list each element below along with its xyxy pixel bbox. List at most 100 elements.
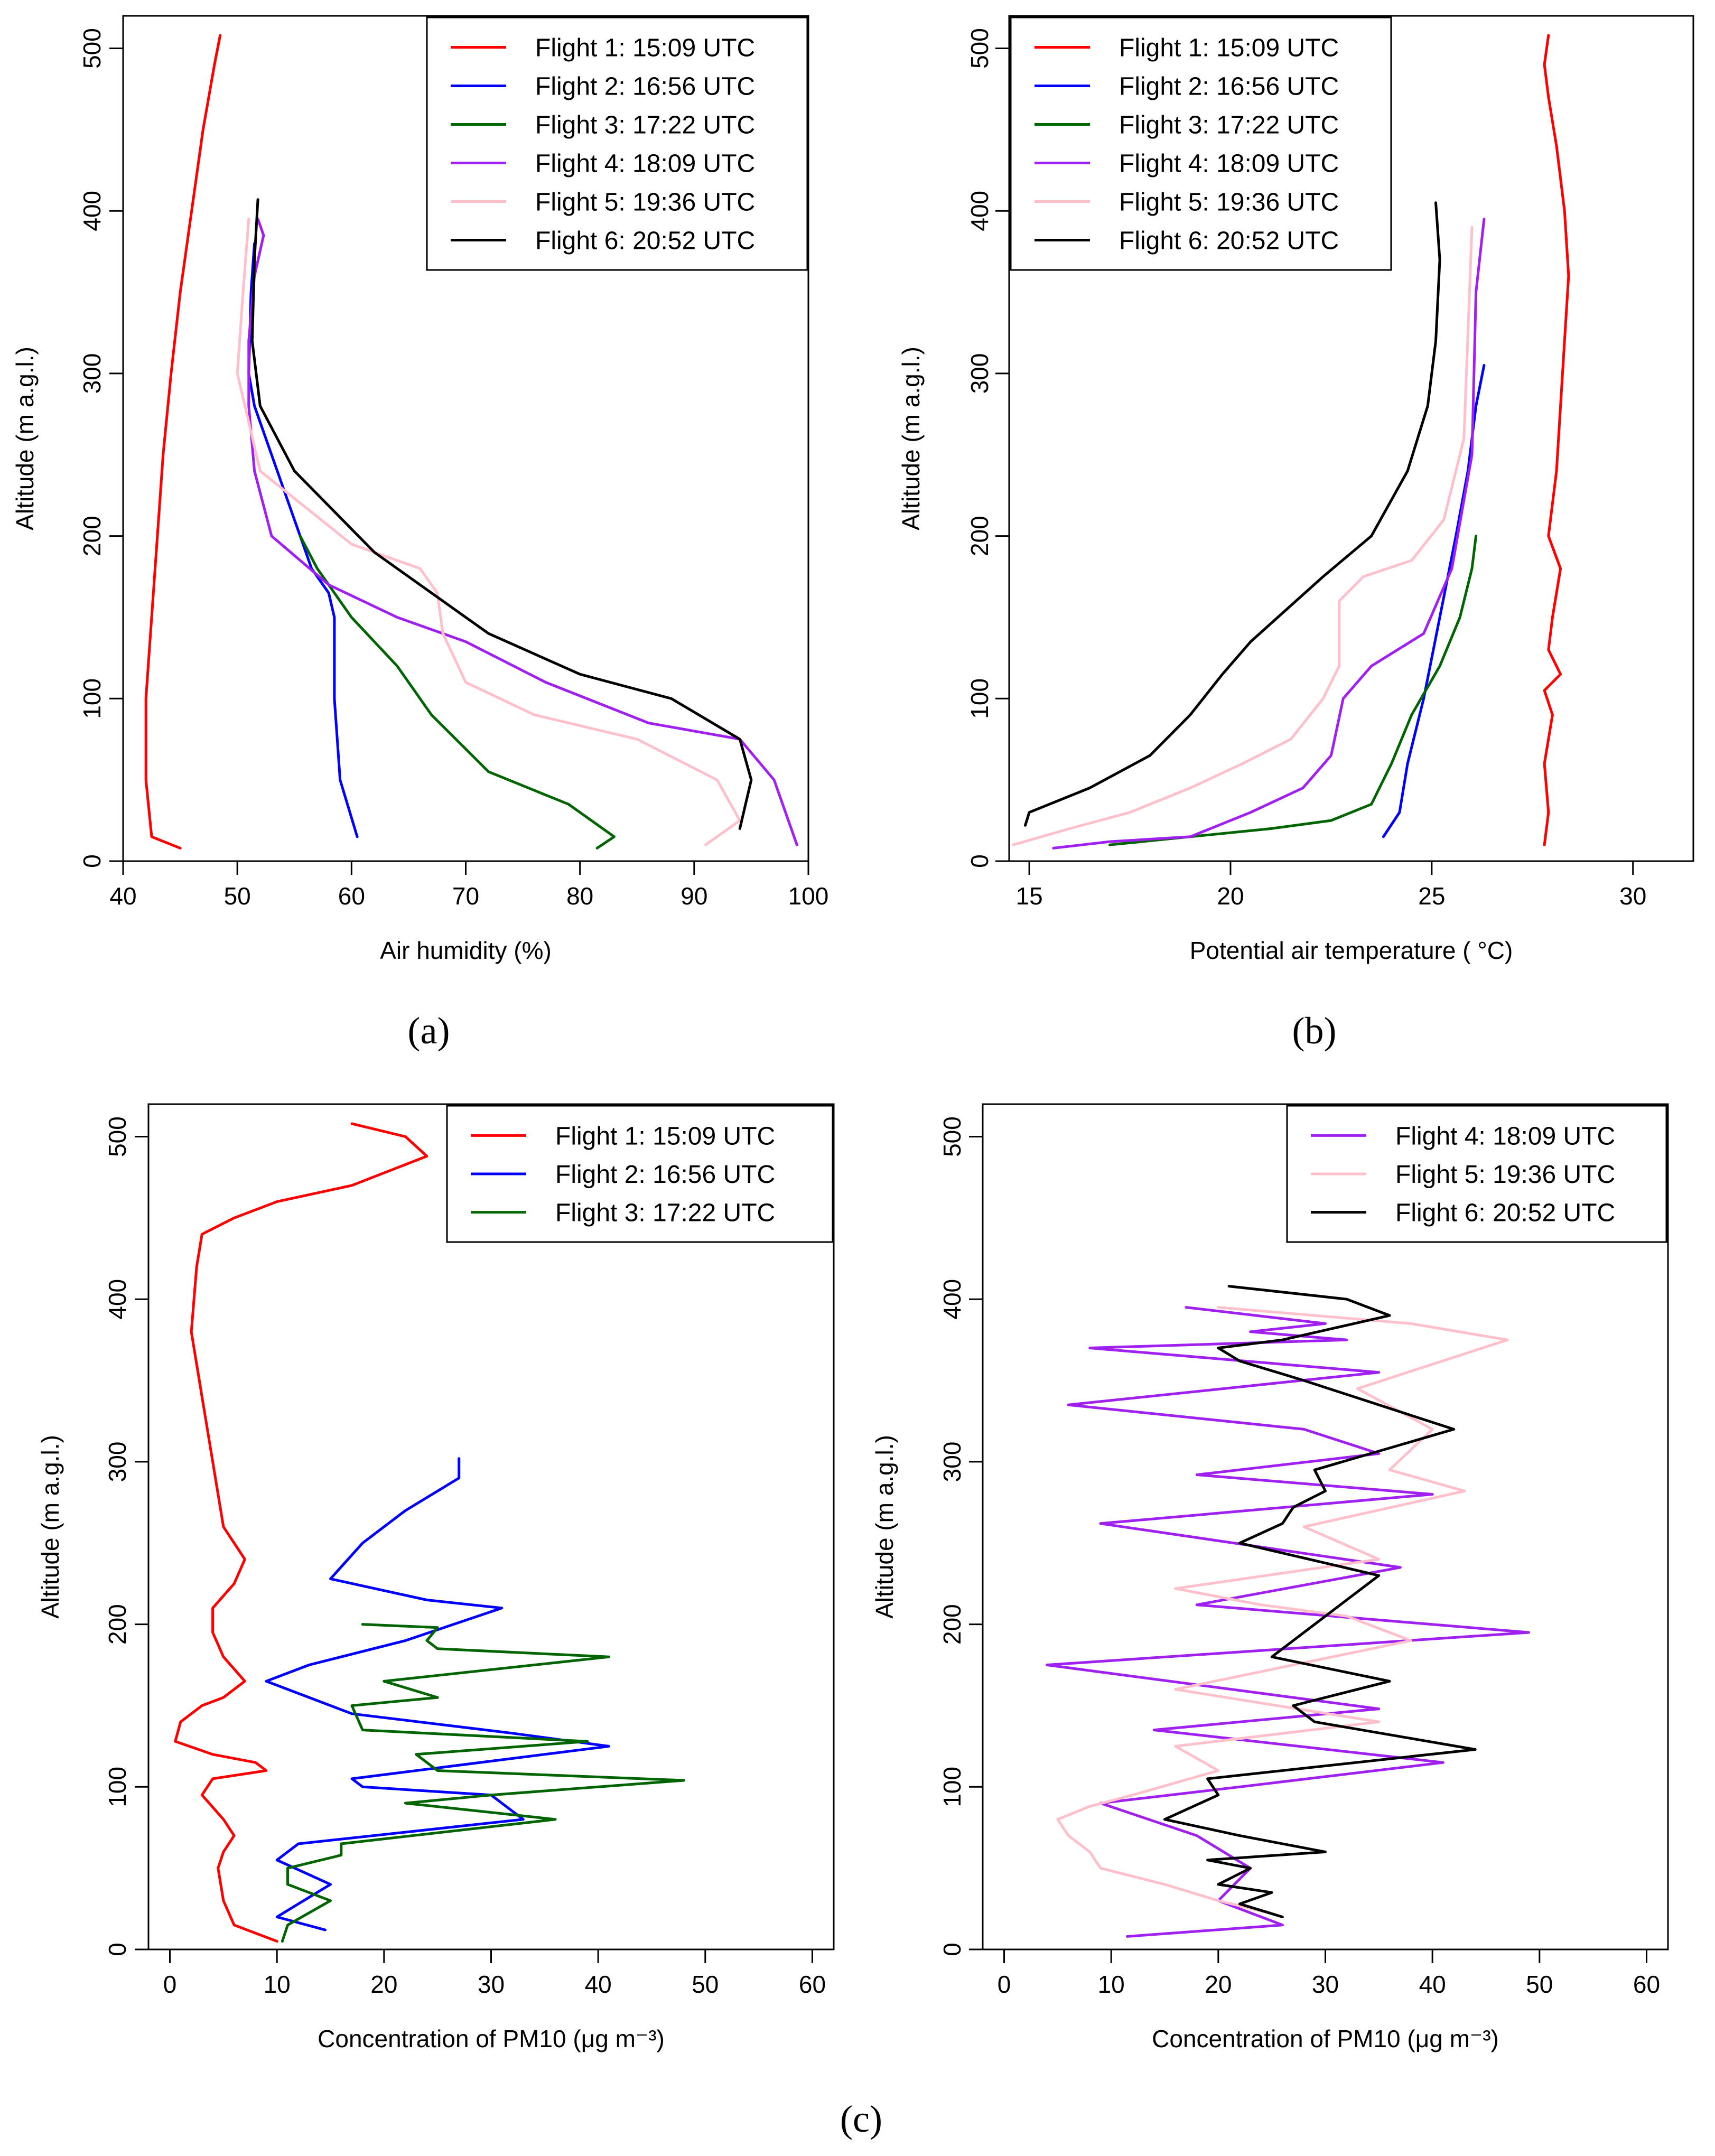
legend: Flight 1: 15:09 UTC Flight 2: 16:56 UTC Fl…: [1010, 16, 1392, 271]
series-line-2: [265, 1457, 610, 1931]
series-line-6: [250, 198, 753, 830]
legend: Flight 1: 15:09 UTC Flight 2: 16:56 UTC Fl…: [446, 1105, 834, 1243]
y-axis-title: Altitude (m a.g.l.): [871, 1435, 898, 1619]
x-tick-label: 60: [799, 1971, 826, 1998]
y-axis-title: Altitude (m a.g.l.): [36, 1435, 64, 1619]
chart-panel-1: 40 50 60 70 80 90 100 0 100 200 300 400 500 Air humid…: [11, 15, 829, 1052]
x-tick-label: 20: [1205, 1971, 1232, 1998]
x-tick-label: 60: [338, 882, 365, 910]
legend-entry: Flight 1: 15:09 UTC: [1119, 34, 1339, 62]
y-tick-label: 500: [104, 1116, 131, 1157]
x-tick-label: 80: [566, 882, 593, 910]
y-tick-label: 400: [938, 1279, 966, 1320]
legend-entry: Flight 6: 20:52 UTC: [1119, 227, 1339, 255]
x-axis-title: Air humidity (%): [380, 937, 552, 964]
x-tick-label: 70: [452, 882, 479, 910]
y-tick-label: 300: [104, 1442, 131, 1482]
x-tick-label: 15: [1016, 882, 1043, 910]
x-tick-label: 10: [264, 1971, 291, 1998]
legend-entry: Flight 4: 18:09 UTC: [535, 150, 755, 178]
y-tick-label: 400: [104, 1279, 131, 1320]
y-tick-label: 0: [78, 854, 106, 868]
y-axis-title: Altitude (m a.g.l.): [897, 347, 925, 530]
legend-entry: Flight 5: 19:36 UTC: [1119, 189, 1339, 217]
y-tick-label: 500: [966, 28, 993, 69]
legend-entry: Flight 4: 18:09 UTC: [1395, 1122, 1615, 1150]
legend-box: [1010, 16, 1392, 271]
legend-entry: Flight 3: 17:22 UTC: [1119, 111, 1339, 139]
series-line-4: [1052, 218, 1486, 850]
y-tick-label: 300: [938, 1442, 966, 1482]
y-tick-label: 0: [104, 1943, 131, 1956]
y-tick-label: 0: [938, 1943, 966, 1956]
y-tick-label: 0: [966, 854, 993, 868]
y-tick-label: 500: [938, 1116, 966, 1157]
legend-entry: Flight 1: 15:09 UTC: [555, 1122, 775, 1150]
x-axis-title: Concentration of PM10 (μg m⁻³): [318, 2025, 665, 2052]
y-tick-label: 300: [966, 353, 993, 394]
x-tick-label: 40: [109, 882, 136, 910]
legend-entry: Flight 3: 17:22 UTC: [555, 1199, 775, 1227]
y-tick-label: 100: [78, 678, 106, 719]
legend: Flight 4: 18:09 UTC Flight 5: 19:36 UTC Fl…: [1286, 1105, 1667, 1243]
series-line-3: [1163, 1285, 1477, 1918]
x-tick-label: 30: [478, 1971, 505, 1998]
panel-label: (b): [1292, 1010, 1337, 1052]
x-tick-label: 40: [1419, 1971, 1446, 1998]
y-tick-label: 300: [78, 353, 106, 394]
series-line-1: [1543, 34, 1570, 846]
x-tick-label: 20: [1217, 882, 1244, 910]
y-tick-label: 200: [938, 1604, 966, 1645]
x-axis-title: Concentration of PM10 (μg m⁻³): [1152, 2025, 1499, 2052]
legend-entry: Flight 4: 18:09 UTC: [1119, 150, 1339, 178]
panel-label-c: (c): [840, 2098, 882, 2140]
y-tick-label: 200: [104, 1604, 131, 1645]
x-axis-title: Potential air temperature ( °C): [1190, 937, 1513, 964]
series-line-6: [1024, 201, 1441, 827]
x-tick-label: 10: [1098, 1971, 1125, 1998]
series-line-4: [247, 218, 798, 846]
legend-entry: Flight 1: 15:09 UTC: [535, 34, 755, 62]
legend: Flight 1: 15:09 UTC Flight 2: 16:56 UTC Fl…: [426, 16, 808, 271]
legend-entry: Flight 6: 20:52 UTC: [1395, 1199, 1615, 1227]
y-tick-label: 100: [966, 678, 993, 719]
y-tick-label: 500: [78, 28, 106, 69]
y-tick-label: 100: [104, 1767, 131, 1807]
x-tick-label: 20: [370, 1971, 397, 1998]
x-tick-label: 30: [1312, 1971, 1339, 1998]
x-tick-label: 40: [585, 1971, 612, 1998]
y-tick-label: 200: [78, 516, 106, 556]
x-tick-label: 50: [224, 882, 251, 910]
series-line-2: [1382, 364, 1486, 838]
y-tick-label: 400: [78, 191, 106, 231]
y-tick-label: 100: [938, 1767, 966, 1807]
x-tick-label: 90: [681, 882, 707, 910]
x-tick-label: 60: [1633, 1971, 1660, 1998]
legend-entry: Flight 2: 16:56 UTC: [1119, 73, 1339, 101]
y-axis-title: Altitude (m a.g.l.): [11, 347, 39, 530]
series-line-1: [1046, 1306, 1530, 1938]
legend-entry: Flight 2: 16:56 UTC: [535, 73, 755, 101]
series-line-1: [144, 34, 222, 850]
chart-panel-4: 0 10 20 30 40 50 60 0 100 200 300 400 500 Concentrati…: [871, 1103, 1669, 2052]
y-tick-label: 400: [966, 191, 993, 231]
series-line-5: [1012, 226, 1474, 846]
series-line-5: [236, 218, 741, 846]
series-line-2: [1056, 1306, 1509, 1915]
x-tick-label: 0: [998, 1971, 1011, 1998]
x-tick-label: 0: [163, 1971, 177, 1998]
legend-entry: Flight 2: 16:56 UTC: [555, 1161, 775, 1189]
legend-entry: Flight 6: 20:52 UTC: [535, 227, 755, 255]
series-line-3: [1108, 535, 1478, 846]
legend-entry: Flight 3: 17:22 UTC: [535, 111, 755, 139]
series-line-3: [281, 1623, 685, 1943]
x-tick-label: 25: [1418, 882, 1445, 910]
legend-box: [426, 16, 808, 271]
panel-label: (a): [408, 1010, 450, 1052]
y-tick-label: 200: [966, 516, 993, 556]
x-tick-label: 100: [788, 882, 829, 910]
chart-panel-3: 0 10 20 30 40 50 60 0 100 200 300 400 500 Concentrati…: [36, 1103, 835, 2052]
x-tick-label: 50: [692, 1971, 719, 1998]
